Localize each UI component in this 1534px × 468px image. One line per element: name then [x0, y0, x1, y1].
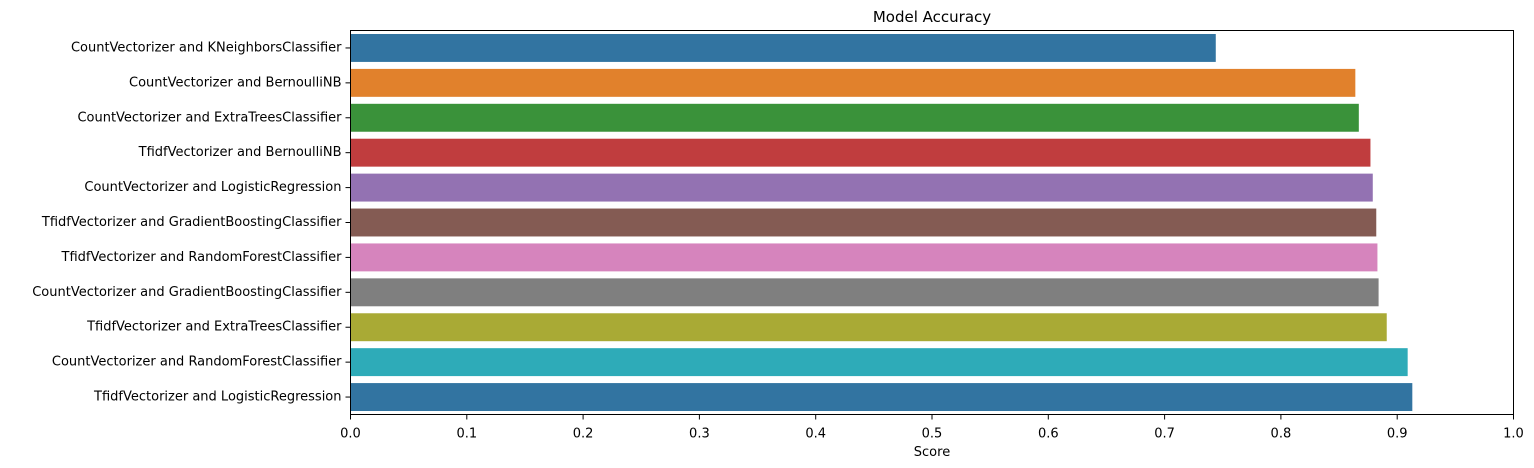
bar: [350, 313, 1387, 342]
category-label: TfidfVectorizer and RandomForestClassifi…: [61, 250, 343, 265]
category-label: TfidfVectorizer and GradientBoostingClas…: [41, 215, 342, 230]
category-label: CountVectorizer and KNeighborsClassifier: [71, 40, 342, 55]
bar: [350, 103, 1359, 132]
category-label: TfidfVectorizer and LogisticRegression: [93, 390, 341, 405]
x-tick-label: 0.5: [922, 427, 943, 442]
x-tick-label: 0.1: [456, 427, 477, 442]
bar: [350, 68, 1356, 97]
x-tick-label: 0.6: [1038, 427, 1059, 442]
bar: [350, 138, 1371, 167]
category-label: CountVectorizer and BernoulliNB: [129, 75, 341, 90]
bar: [350, 208, 1377, 237]
bars-group: [350, 33, 1413, 412]
bar: [350, 278, 1379, 307]
bar: [350, 383, 1413, 412]
category-labels-group: CountVectorizer and KNeighborsClassifier…: [32, 40, 351, 405]
category-label: TfidfVectorizer and ExtraTreesClassifier: [86, 320, 342, 335]
plot-frame: [350, 30, 1514, 415]
category-label: CountVectorizer and LogisticRegression: [84, 180, 341, 195]
x-tick-label: 0.0: [340, 427, 361, 442]
category-label: CountVectorizer and ExtraTreesClassifier: [77, 110, 342, 125]
chart-title: Model Accuracy: [873, 8, 991, 26]
x-axis-label: Score: [914, 445, 950, 460]
x-tick-label: 0.3: [689, 427, 710, 442]
x-tick-label: 0.2: [573, 427, 594, 442]
x-tick-label: 0.4: [805, 427, 826, 442]
x-tick-label: 0.9: [1387, 427, 1408, 442]
bar: [350, 33, 1216, 62]
bar: [350, 173, 1373, 202]
category-label: CountVectorizer and RandomForestClassifi…: [52, 355, 342, 370]
x-ticks-group: 0.0 0.1 0.2 0.3 0.4 0.5 0.6 0.7 0.8 0.9 1.0: [340, 414, 1524, 442]
x-tick-label: 1.0: [1503, 427, 1524, 442]
x-tick-label: 0.7: [1154, 427, 1175, 442]
category-label: TfidfVectorizer and BernoulliNB: [138, 145, 342, 160]
bar: [350, 348, 1408, 377]
x-tick-label: 0.8: [1271, 427, 1292, 442]
category-label: CountVectorizer and GradientBoostingClas…: [32, 285, 342, 300]
bar: [350, 243, 1378, 272]
